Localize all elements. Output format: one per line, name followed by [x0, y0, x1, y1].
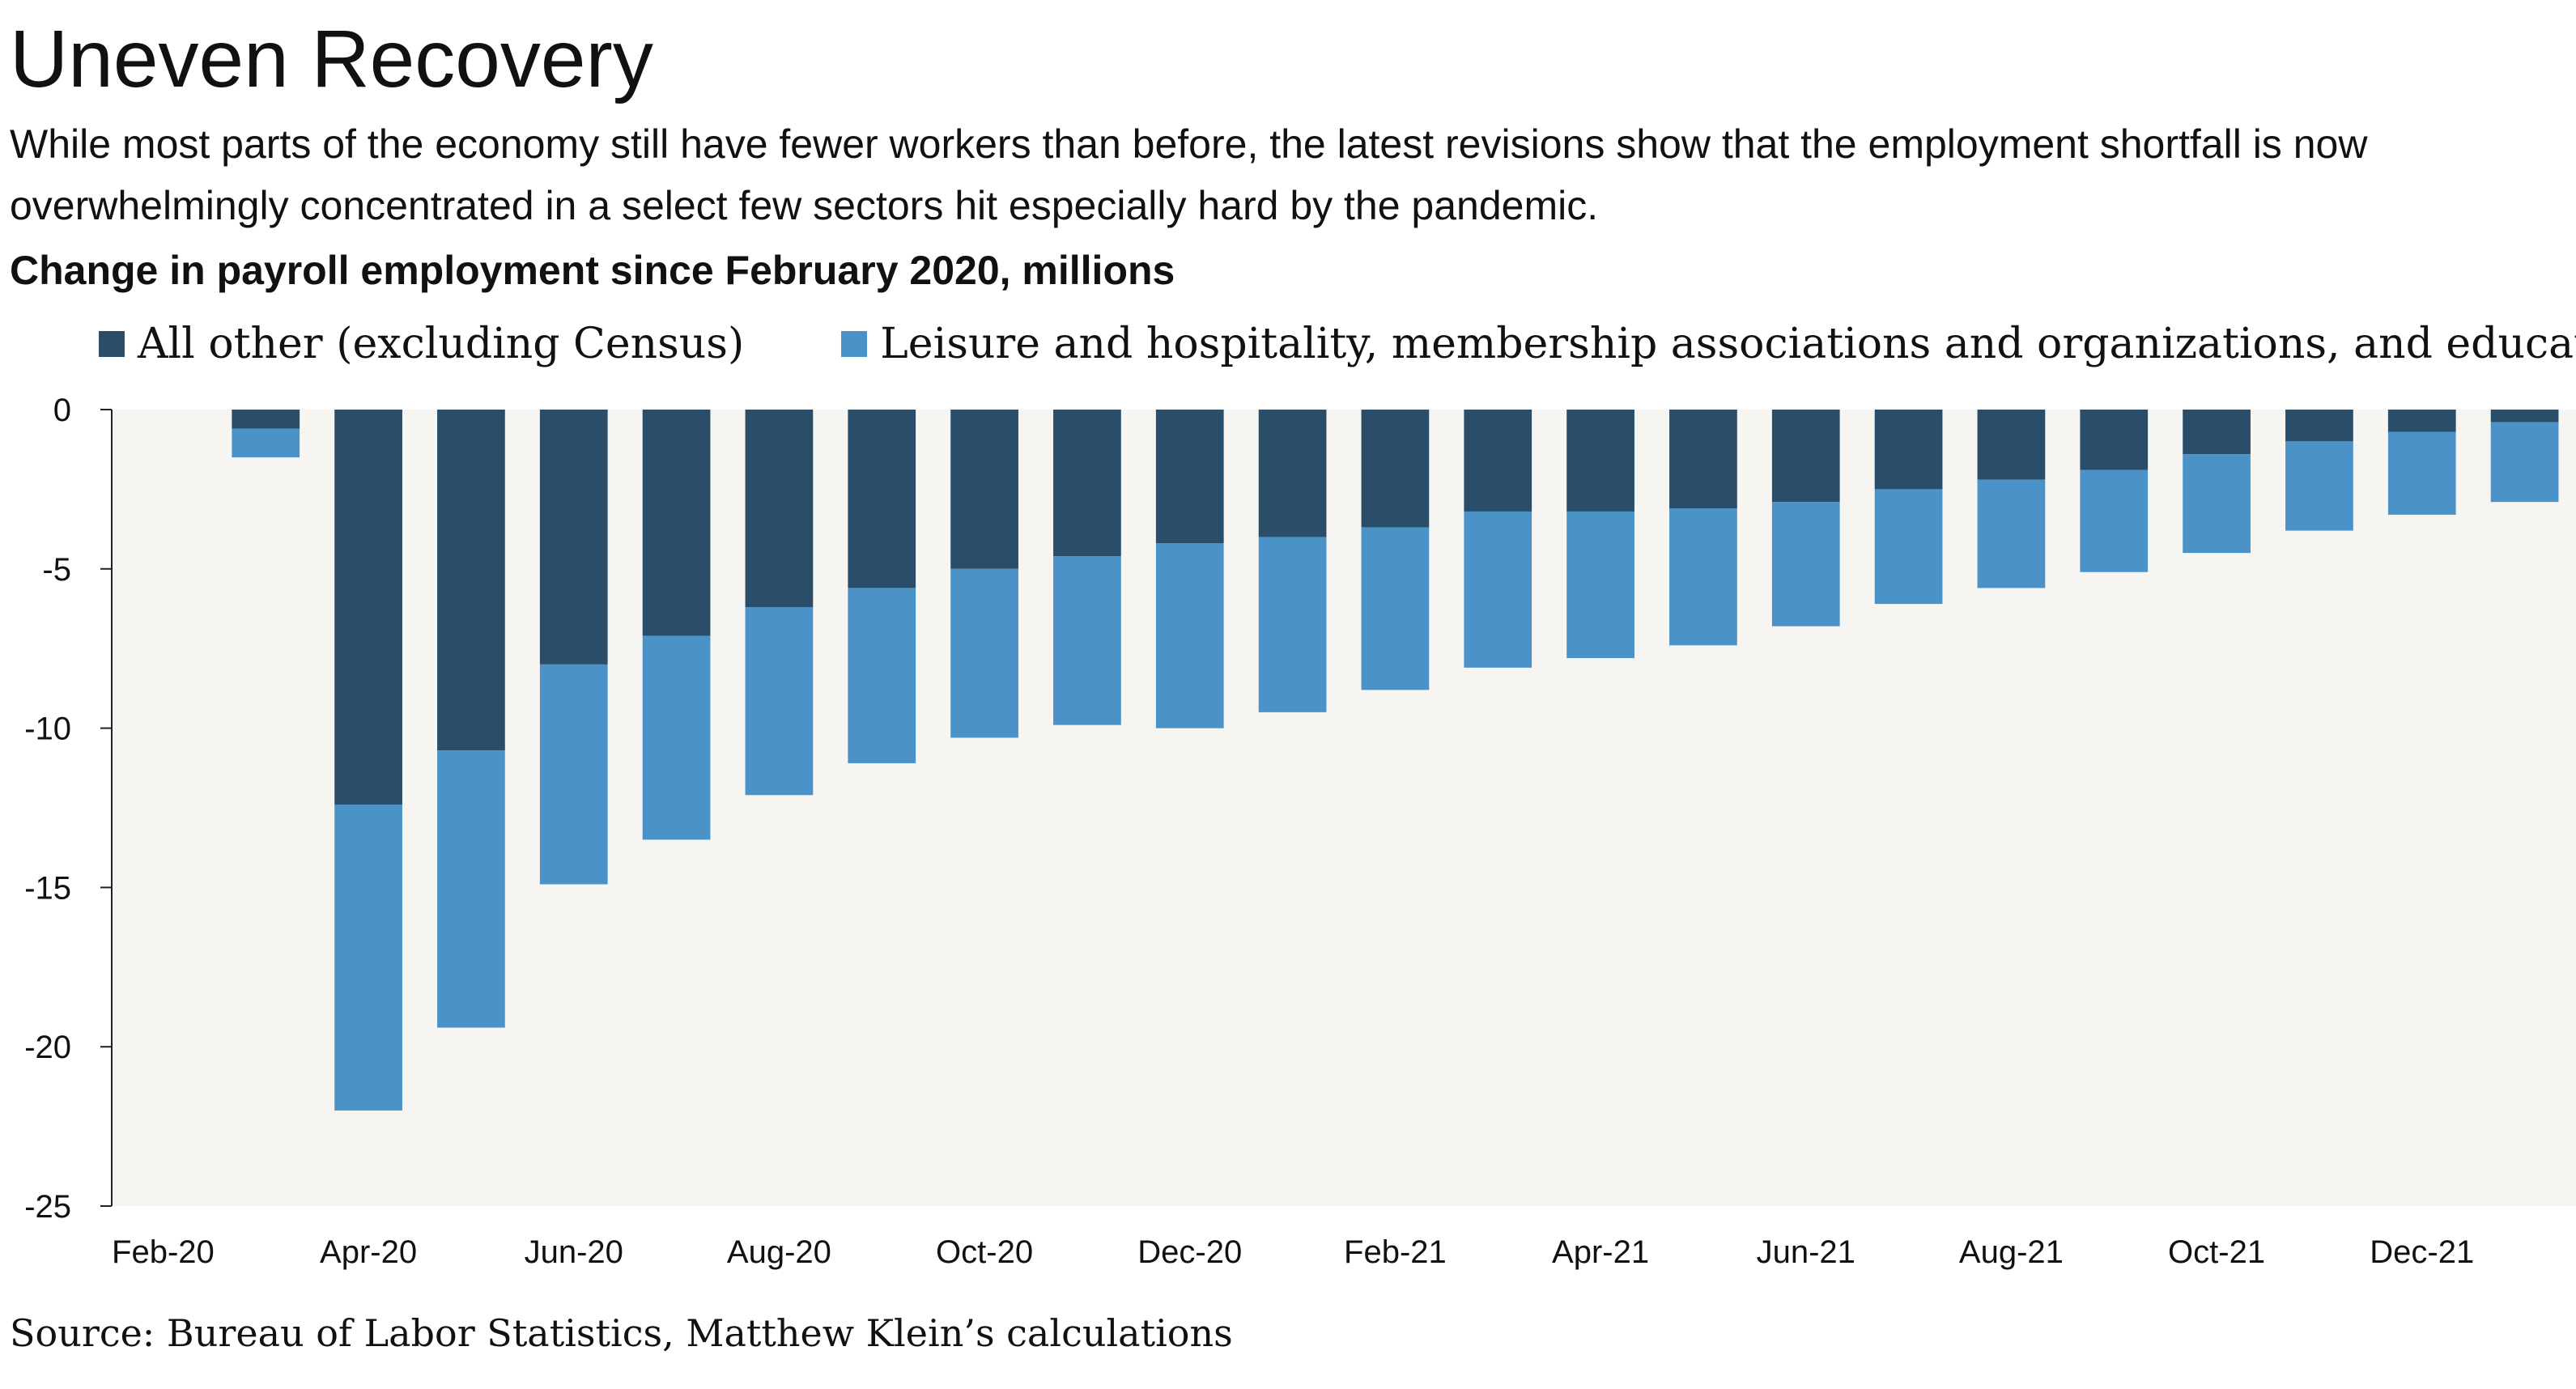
bar-chart: 0 -5 -10 -15 -20 -25 Feb-20 Apr-20 Jun-20 Aug-20… [24, 393, 2576, 1270]
x-tick-label: Oct-21 [2168, 1234, 2265, 1270]
bar-leisure-hospitality [1669, 508, 1737, 646]
bar-leisure-hospitality [2490, 422, 2559, 503]
x-tick-label: Oct-20 [936, 1234, 1033, 1270]
bar-all-other [745, 410, 814, 608]
bar-all-other [1874, 410, 1943, 490]
bar-all-other [2490, 410, 2559, 423]
x-tick-label: Feb-20 [112, 1234, 215, 1270]
bar-all-other [1361, 410, 1430, 528]
x-tick-label: Apr-21 [1552, 1234, 1649, 1270]
bar-all-other [539, 410, 608, 665]
x-tick-label: Jun-20 [525, 1234, 623, 1270]
source-note: Source: Bureau of Labor Statistics, Matt… [10, 1311, 1233, 1355]
bar-all-other [2387, 410, 2456, 432]
bar-all-other [232, 410, 300, 429]
bar-leisure-hospitality [2285, 441, 2353, 531]
x-tick-label: Apr-20 [320, 1234, 417, 1270]
bar-leisure-hospitality [1771, 502, 1840, 627]
legend-swatch-all-other [99, 331, 125, 357]
bar-all-other [1566, 410, 1634, 512]
bar-all-other [1258, 410, 1327, 537]
bar-leisure-hospitality [437, 750, 505, 1028]
bar-all-other [1669, 410, 1737, 509]
legend-swatch-leisure [841, 331, 868, 357]
bar-leisure-hospitality [2080, 469, 2149, 572]
bar-all-other [1155, 410, 1224, 544]
y-tick-label: -5 [42, 552, 71, 588]
bar-all-other [2183, 410, 2251, 455]
y-tick-label: -10 [24, 711, 71, 747]
bar-leisure-hospitality [1361, 527, 1430, 690]
bar-all-other [642, 410, 711, 636]
bar-all-other [1053, 410, 1121, 557]
bar-all-other [2080, 410, 2149, 470]
bar-leisure-hospitality [1258, 537, 1327, 712]
bar-leisure-hospitality [950, 568, 1018, 738]
bar-leisure-hospitality [848, 588, 916, 763]
x-tick-label: Aug-20 [727, 1234, 831, 1270]
bar-leisure-hospitality [539, 664, 608, 885]
bar-all-other [437, 410, 505, 751]
bar-all-other [950, 410, 1018, 569]
x-tick-label: Dec-21 [2370, 1234, 2474, 1270]
y-tick-label: -15 [24, 870, 71, 906]
x-tick-label: Feb-21 [1344, 1234, 1447, 1270]
bar-leisure-hospitality [1155, 543, 1224, 728]
bar-all-other [1464, 410, 1532, 512]
bar-leisure-hospitality [1464, 511, 1532, 668]
y-tick-label: 0 [53, 393, 71, 428]
bar-leisure-hospitality [1566, 511, 1634, 659]
chart-title: Uneven Recovery [10, 14, 653, 104]
legend: All other (excluding Census) Leisure and… [99, 320, 2576, 368]
bar-leisure-hospitality [642, 635, 711, 840]
plot-background [112, 410, 2576, 1206]
x-axis: Feb-20 Apr-20 Jun-20 Aug-20 Oct-20 Dec-20 Feb-… [112, 1234, 2474, 1270]
y-tick-label: -20 [24, 1030, 71, 1065]
y-axis: 0 -5 -10 -15 -20 -25 [24, 393, 113, 1225]
x-tick-label: Dec-20 [1137, 1234, 1242, 1270]
bar-leisure-hospitality [745, 607, 814, 796]
bar-leisure-hospitality [1874, 489, 1943, 605]
bar-leisure-hospitality [2387, 431, 2456, 515]
bar-leisure-hospitality [334, 805, 402, 1111]
bar-all-other [334, 410, 402, 805]
legend-item-all-other: All other (excluding Census) [99, 320, 744, 368]
bar-all-other [1771, 410, 1840, 503]
bar-leisure-hospitality [1977, 479, 2046, 588]
y-tick-label: -25 [24, 1189, 71, 1225]
chart-subtitle: While most parts of the economy still ha… [10, 121, 2368, 228]
bar-leisure-hospitality [1053, 556, 1121, 725]
legend-label-all-other: All other (excluding Census) [138, 320, 745, 368]
legend-item-leisure: Leisure and hospitality, membership asso… [841, 320, 2576, 368]
bar-all-other [848, 410, 916, 588]
x-tick-label: Jun-21 [1757, 1234, 1855, 1270]
bar-all-other [2285, 410, 2353, 442]
bar-all-other [1977, 410, 2046, 480]
bars [232, 410, 2559, 1111]
x-tick-label: Aug-21 [1959, 1234, 2064, 1270]
chart-units-label: Change in payroll employment since Febru… [10, 248, 1175, 293]
bar-leisure-hospitality [232, 428, 300, 458]
bar-leisure-hospitality [2183, 454, 2251, 554]
legend-label-leisure: Leisure and hospitality, membership asso… [880, 320, 2576, 368]
